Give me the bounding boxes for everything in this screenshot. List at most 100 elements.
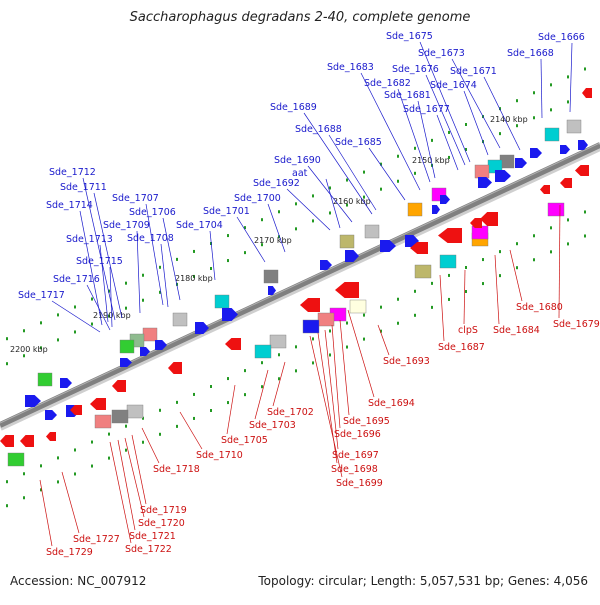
kbp-tick-label: 2140 kbp (490, 115, 528, 124)
reverse-gene-label: Sde_1729 (46, 547, 93, 558)
forward-gene-label: Sde_1668 (507, 48, 554, 59)
tick-dot (516, 266, 518, 270)
tick-dot (567, 218, 569, 222)
forward-label-callout (303, 112, 373, 215)
reverse-gene-arrow (410, 242, 428, 254)
forward-gene-label: Sde_1666 (538, 32, 585, 43)
reverse-gene-arrow (335, 282, 359, 298)
gene-block (7, 452, 25, 467)
tick-dot (91, 297, 93, 301)
tick-dot (125, 306, 127, 310)
gene-block (547, 202, 565, 217)
reverse-gene-label: Sde_1698 (331, 464, 378, 475)
tick-dot (244, 393, 246, 397)
tick-dot (108, 314, 110, 318)
reverse-gene-label: Sde_1719 (140, 505, 187, 516)
tick-dot (91, 464, 93, 468)
genome-backbone (0, 142, 600, 428)
forward-gene-arrow (120, 358, 132, 367)
forward-gene-label: Sde_1685 (335, 137, 382, 148)
tick-dot (176, 400, 178, 404)
gene-block (254, 344, 272, 359)
forward-gene-arrow (268, 286, 276, 295)
reverse-label-callout (254, 369, 269, 420)
forward-gene-arrow (25, 395, 41, 407)
tick-dot (397, 297, 399, 301)
tick-dot (516, 99, 518, 103)
tick-dot (6, 480, 8, 484)
tick-dot (465, 123, 467, 126)
forward-label-callout (325, 178, 341, 229)
gene-block (111, 409, 129, 424)
tick-dot (550, 250, 552, 254)
tick-dot (550, 226, 552, 230)
tick-dot (448, 297, 450, 301)
forward-label-callout (160, 243, 169, 308)
tick-dot (57, 313, 59, 317)
tick-dot (159, 408, 161, 412)
tick-dot (176, 424, 178, 428)
forward-label-callout (136, 230, 141, 314)
forward-label-callout (425, 74, 466, 166)
tick-dot (74, 330, 76, 334)
tick-dot (329, 211, 331, 215)
forward-label-callout (267, 203, 286, 253)
reverse-label-callout (226, 384, 236, 435)
reverse-gene-label: Sde_1679 (553, 319, 600, 330)
tick-dot (295, 202, 297, 206)
reverse-label-callout (377, 324, 390, 356)
tick-dot (210, 267, 212, 270)
reverse-gene-arrow (470, 218, 482, 228)
reverse-gene-arrow (480, 212, 498, 226)
tick-dot (363, 170, 365, 174)
tick-dot (227, 377, 229, 381)
gene-block (172, 312, 188, 327)
reverse-gene-label: Sde_1718 (153, 464, 200, 475)
forward-label-callout (451, 58, 501, 149)
forward-label-callout (109, 266, 113, 328)
tick-dot (397, 321, 399, 325)
forward-gene-arrow (345, 250, 359, 262)
tick-dot (227, 259, 229, 263)
gene-block (414, 264, 432, 279)
tick-dot (244, 369, 246, 373)
tick-dot (91, 322, 93, 326)
reverse-gene-label: Sde_1693 (383, 356, 430, 367)
tick-dot (465, 148, 467, 151)
forward-gene-arrow (155, 340, 167, 350)
reverse-label-callout (347, 309, 375, 398)
forward-gene-label: Sde_1712 (49, 167, 96, 178)
reverse-gene-label: Sde_1703 (249, 420, 296, 431)
tick-dot (414, 146, 416, 150)
tick-dot (193, 416, 195, 420)
tick-dot (329, 329, 331, 333)
reverse-gene-label: Sde_1727 (73, 534, 120, 545)
reverse-gene-arrow (540, 185, 550, 194)
forward-label-callout (82, 177, 116, 321)
reverse-label-callout (439, 274, 445, 342)
tick-dot (295, 345, 297, 349)
tick-dot (295, 369, 297, 373)
gene-block (269, 334, 287, 349)
forward-gene-label: Sde_1671 (450, 66, 497, 77)
gene-block (142, 327, 158, 342)
tick-dot (499, 132, 501, 136)
tick-dot (482, 282, 484, 286)
forward-gene-label: Sde_1701 (203, 206, 250, 217)
tick-dot (465, 290, 467, 293)
forward-gene-label: Sde_1674 (430, 80, 477, 91)
backbone-highlight (0, 142, 600, 424)
tick-dot (159, 265, 161, 269)
reverse-label-callout (61, 471, 80, 534)
reverse-gene-arrow (560, 178, 572, 188)
reverse-gene-label: clpS (458, 325, 478, 336)
tick-dot (346, 321, 348, 325)
tick-dot (329, 186, 331, 190)
tick-dot (57, 338, 59, 342)
tick-dot (584, 234, 586, 238)
tick-dot (550, 83, 552, 87)
forward-label-callout (463, 90, 489, 156)
reverse-gene-arrow (438, 228, 462, 243)
tick-dot (312, 337, 314, 341)
forward-label-callout (145, 203, 164, 306)
